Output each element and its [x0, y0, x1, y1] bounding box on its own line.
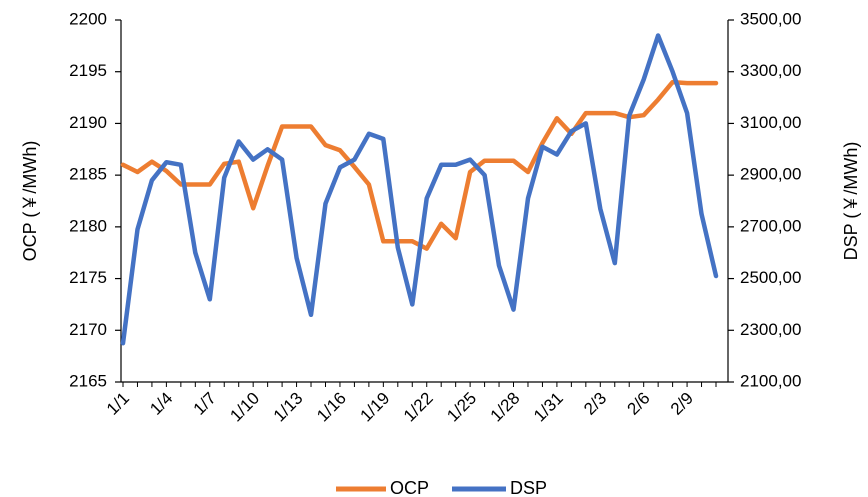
- right-tick-label: 2100,00: [740, 371, 801, 390]
- x-tick-label: 1/13: [270, 389, 307, 426]
- left-axis-ticks: 2165 2170 2175 2180 2185 2190 2195 2200: [69, 9, 121, 390]
- x-tick-label: 1/28: [487, 389, 524, 426]
- x-tick-label: 1/4: [146, 389, 176, 419]
- left-tick-label: 2190: [69, 113, 107, 132]
- x-tick-label: 1/31: [530, 389, 567, 426]
- x-tick-label: 1/25: [443, 389, 480, 426]
- series-line-dsp: [120, 33, 719, 346]
- x-tick-label: 1/7: [190, 389, 220, 419]
- right-tick-label: 2300,00: [740, 320, 801, 339]
- x-axis: 1/1 1/4 1/7 1/10 1/13 1/16 1/19 1/22 1/25 1/28 1/3…: [103, 381, 728, 426]
- left-tick-label: 2185: [69, 165, 107, 184]
- series-line-ocp: [120, 79, 719, 251]
- left-tick-label: 2170: [69, 320, 107, 339]
- right-axis-ticks: 2100,00 2300,00 2500,00 2700,00 2900,00 3100,…: [728, 9, 801, 390]
- x-tick-label: 1/16: [313, 389, 350, 426]
- left-tick-label: 2195: [69, 61, 107, 80]
- right-axis-title: DSP (￥/MWh): [841, 142, 861, 261]
- x-tick-label: 2/9: [667, 389, 697, 419]
- left-tick-label: 2175: [69, 268, 107, 287]
- right-tick-label: 3500,00: [740, 9, 801, 28]
- x-tick-label: 1/19: [357, 389, 394, 426]
- legend-label-dsp: DSP: [510, 478, 547, 497]
- x-axis-ticks: 1/1 1/4 1/7 1/10 1/13 1/16 1/19 1/22 1/25 1/28 1/3…: [103, 382, 717, 426]
- legend-label-ocp: OCP: [390, 478, 429, 497]
- left-tick-label: 2200: [69, 9, 107, 28]
- legend: OCP DSP: [336, 478, 547, 497]
- left-axis: 2165 2170 2175 2180 2185 2190 2195 2200: [69, 9, 122, 390]
- series-layer: [120, 33, 719, 346]
- left-tick-label: 2180: [69, 216, 107, 235]
- right-tick-label: 2900,00: [740, 165, 801, 184]
- right-tick-label: 3300,00: [740, 61, 801, 80]
- right-tick-label: 2500,00: [740, 268, 801, 287]
- x-tick-label: 1/10: [226, 389, 263, 426]
- right-tick-label: 3100,00: [740, 113, 801, 132]
- left-tick-label: 2165: [69, 371, 107, 390]
- right-tick-label: 2700,00: [740, 216, 801, 235]
- x-tick-label: 1/1: [103, 389, 133, 419]
- x-tick-label: 2/6: [624, 389, 654, 419]
- left-axis-title: OCP (￥/MWh): [20, 141, 40, 262]
- x-tick-label: 1/22: [400, 389, 437, 426]
- right-axis: 2100,00 2300,00 2500,00 2700,00 2900,00 3100,…: [727, 9, 801, 390]
- x-tick-label: 2/3: [580, 389, 610, 419]
